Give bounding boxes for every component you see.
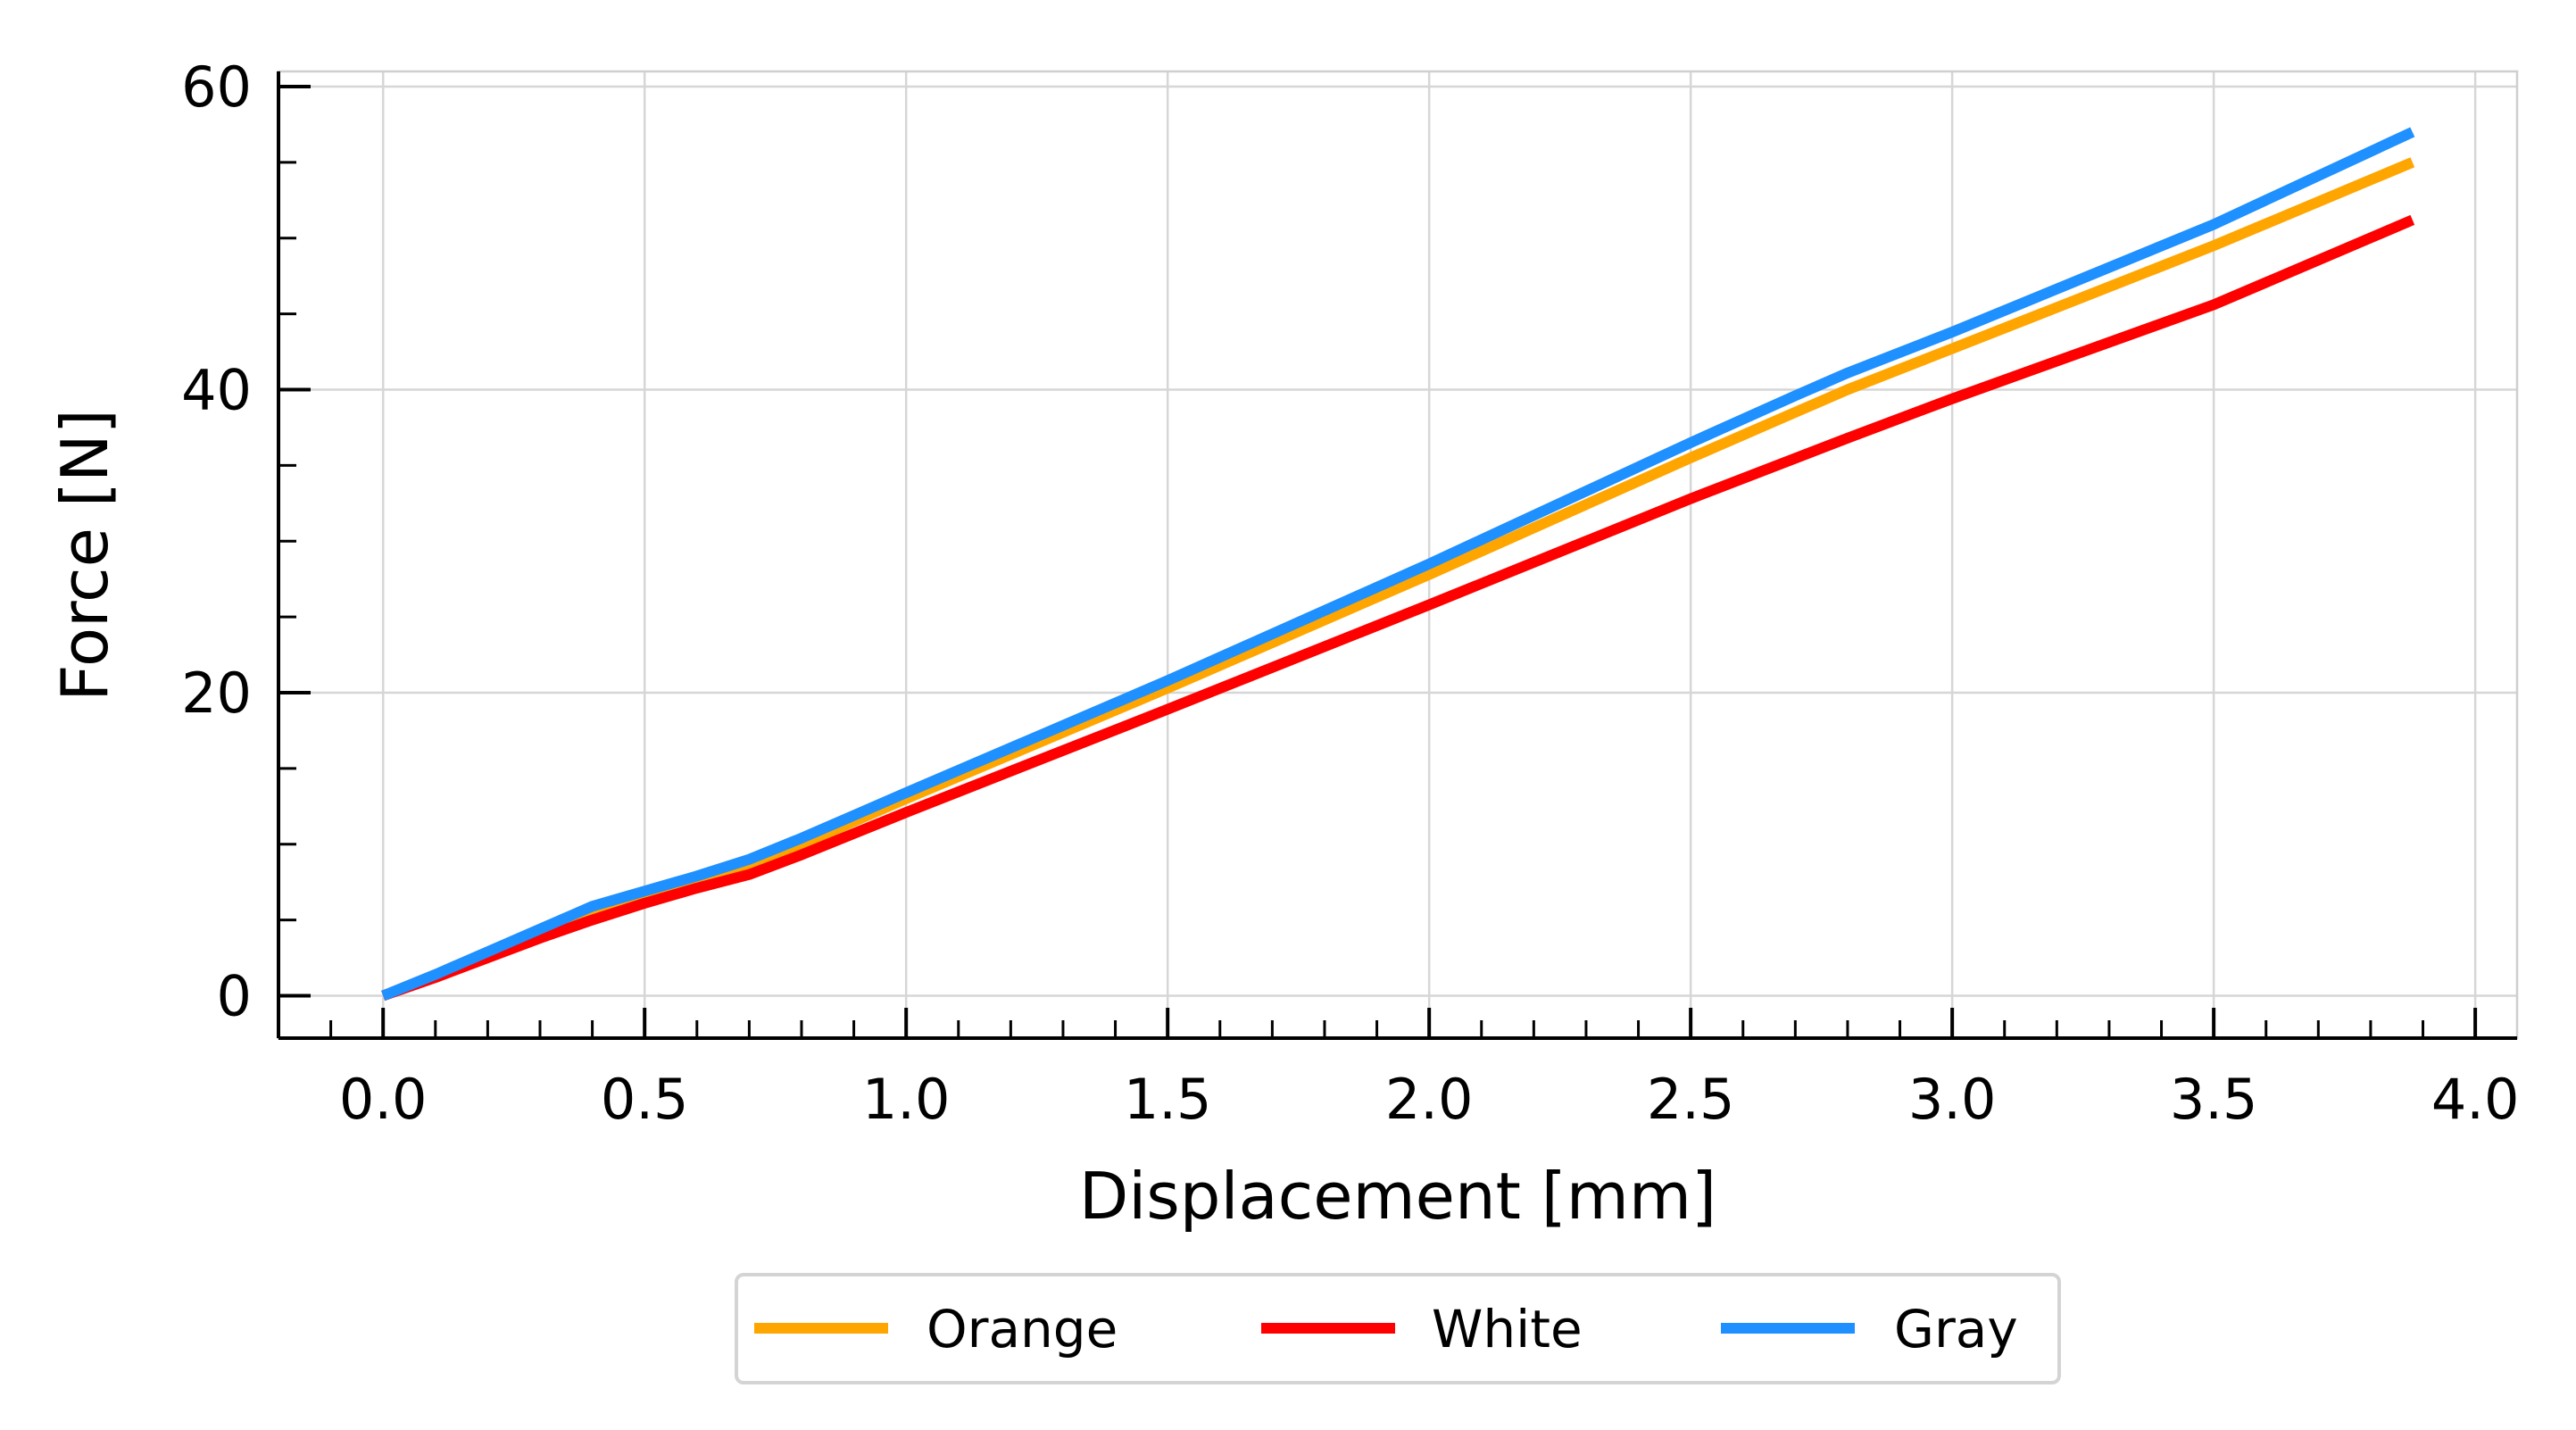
x-tick-label: 4.0 [2431, 1067, 2520, 1132]
y-axis-label: Force [N] [47, 409, 122, 702]
y-tick-label: 0 [217, 963, 252, 1028]
y-tick-label: 20 [181, 661, 252, 726]
legend-label-orange: Orange [927, 1299, 1118, 1359]
series-line-gray [380, 127, 2415, 1002]
legend-frame [735, 1273, 2061, 1384]
x-tick-label: 3.0 [1908, 1067, 1997, 1132]
x-tick-label: 2.5 [1647, 1067, 1735, 1132]
legend-label-white: White [1432, 1299, 1583, 1359]
axis-ticks [278, 84, 2478, 1038]
grid-lines [278, 71, 2517, 1038]
x-tick-label: 2.0 [1385, 1067, 1474, 1132]
x-tick-label: 0.0 [339, 1067, 428, 1132]
plot-area-frame [277, 70, 2519, 1040]
y-tick-label: 60 [181, 54, 252, 120]
legend: Orange White Gray [735, 1273, 2061, 1384]
x-tick-label: 1.0 [862, 1067, 951, 1132]
axis-tick-labels: 0.0 0.5 1.0 1.5 2.0 2.5 3.0 3.5 4.0 0 20 40 60 [181, 54, 2519, 1132]
x-tick-label: 0.5 [601, 1067, 689, 1132]
x-tick-label: 3.5 [2170, 1067, 2258, 1132]
x-tick-label: 1.5 [1124, 1067, 1212, 1132]
series-lines [380, 127, 2415, 1002]
series-line-white [381, 214, 2415, 1002]
legend-label-gray: Gray [1894, 1299, 2018, 1359]
y-tick-label: 40 [181, 357, 252, 422]
x-axis-label: Displacement [mm] [1079, 1159, 1716, 1234]
